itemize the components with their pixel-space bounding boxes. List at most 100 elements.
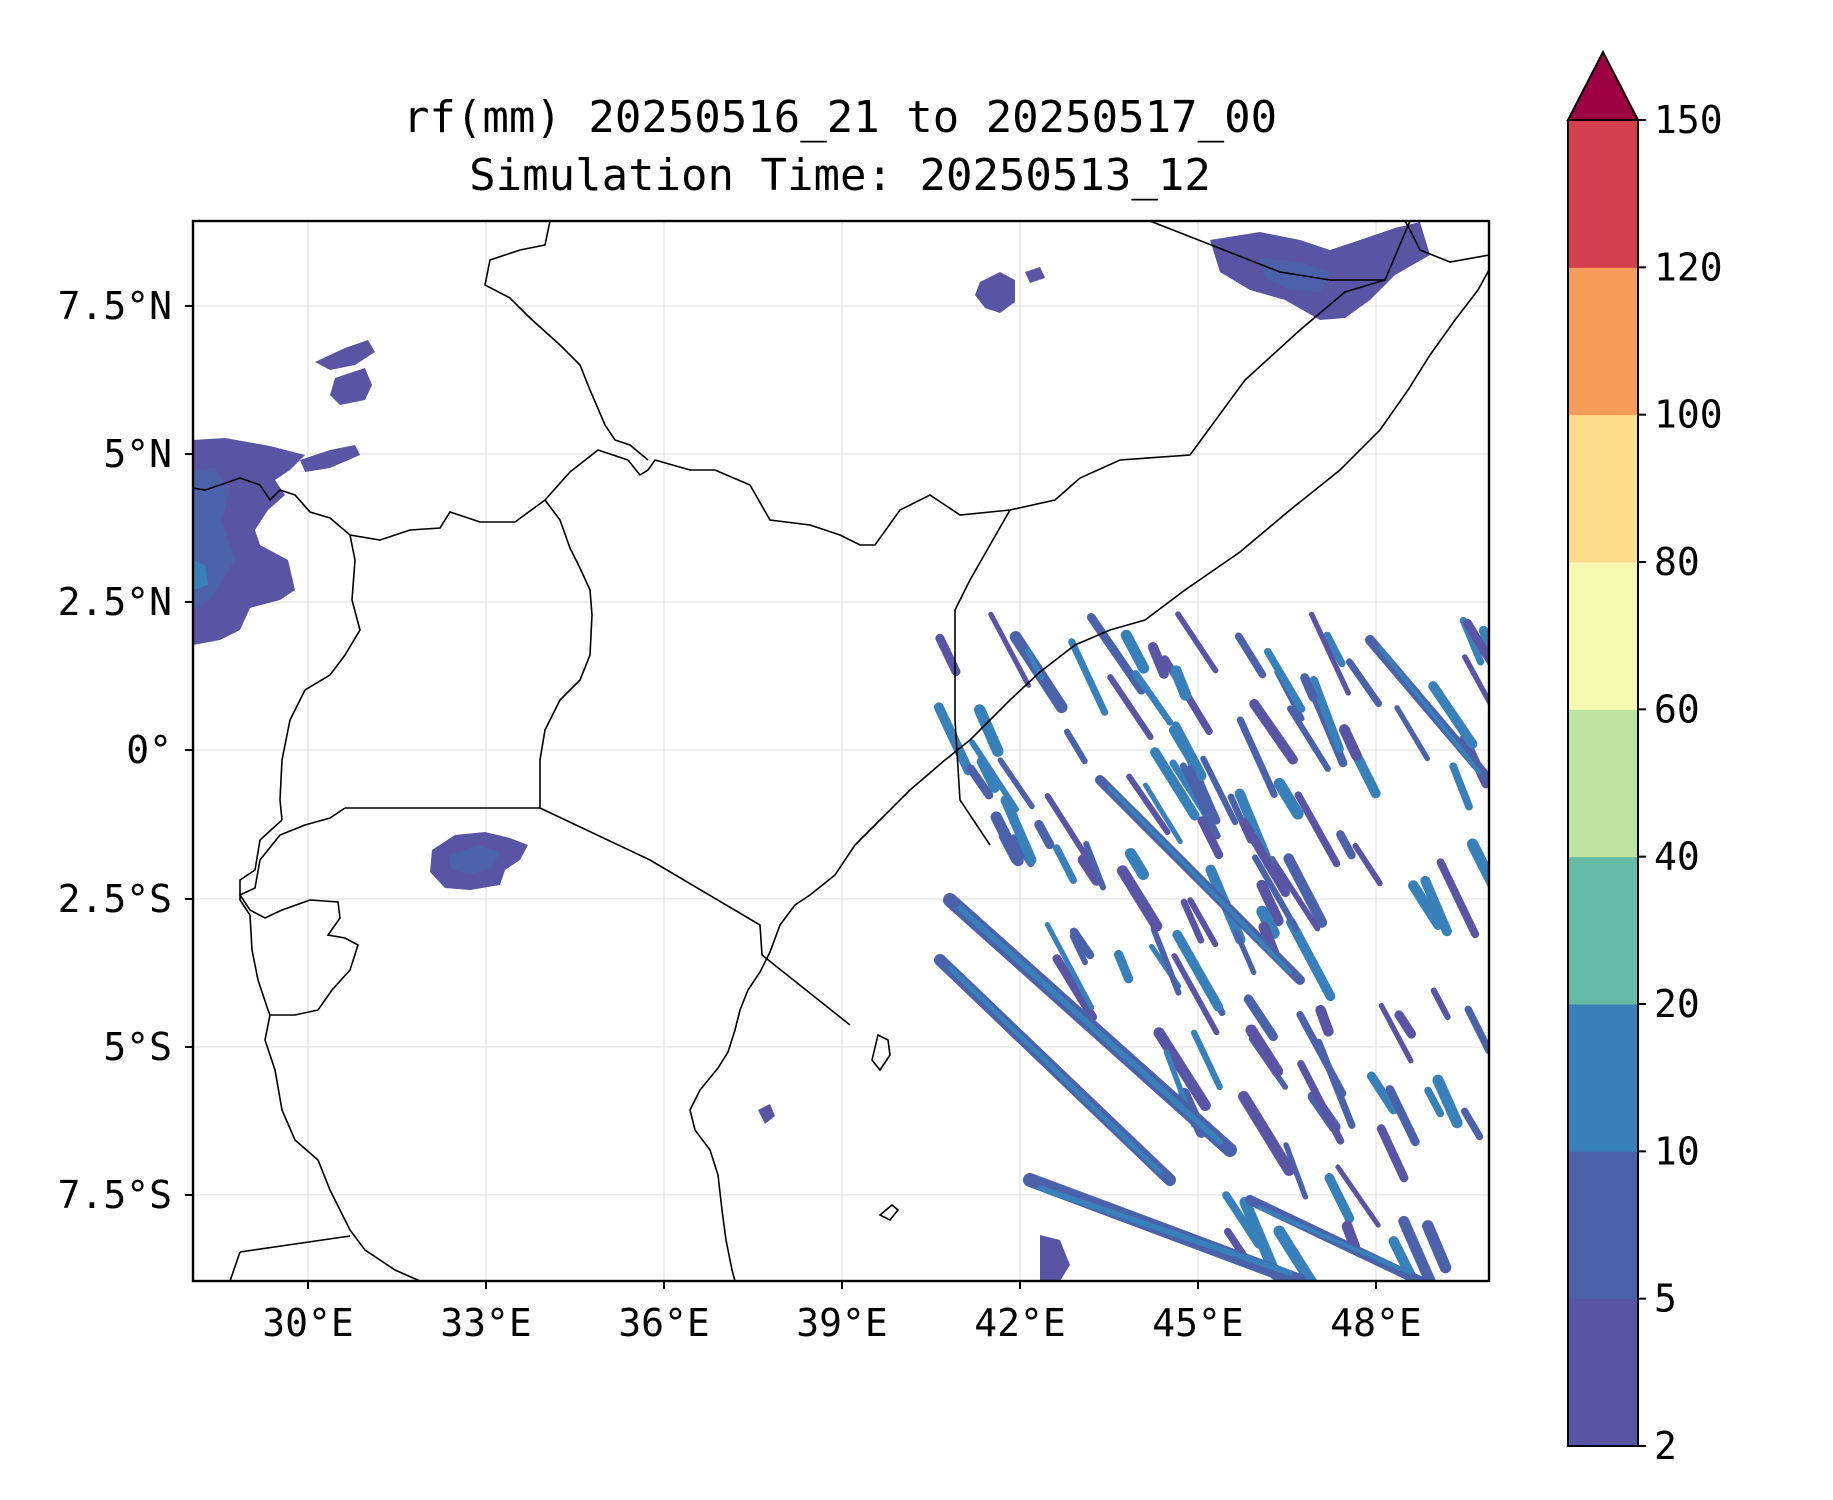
rain-streak	[1171, 953, 1220, 1036]
rain-streak	[1394, 1010, 1417, 1039]
rain-streak	[1222, 1191, 1263, 1249]
colorbar-segment	[1568, 856, 1638, 1005]
colorbar-tick-label: 5	[1654, 1277, 1677, 1321]
rainfall-field	[193, 222, 1489, 1281]
border-somalia-ethiopia-west	[1009, 279, 1386, 511]
rain-streak	[1350, 748, 1381, 799]
rain-streak	[1117, 865, 1163, 932]
rain-streak	[1132, 670, 1174, 726]
colorbar-segment	[1568, 120, 1638, 268]
rain-streak	[1430, 987, 1451, 1021]
rain-streak	[1236, 716, 1278, 798]
rain-streak	[1223, 1227, 1248, 1260]
rain-streak	[1180, 898, 1205, 944]
rain-patch-sudan-3	[300, 445, 360, 472]
rain-streak	[1462, 654, 1489, 732]
rain-patch-ethiopia	[975, 272, 1015, 313]
rain-streak	[1187, 897, 1219, 948]
colorbar-segment	[1568, 267, 1638, 416]
longitude-labels: 30°E 33°E 36°E 39°E 42°E 45°E 48°E	[262, 1281, 1422, 1345]
rain-streak	[1153, 1027, 1211, 1112]
rain-streak	[1233, 929, 1257, 976]
rain-streak	[1323, 631, 1346, 668]
rain-streak	[1352, 842, 1383, 887]
latitude-labels: 7.5°N 5°N 2.5°N 0° 2.5°S 5°S 7.5°S	[58, 284, 193, 1217]
border-tanzania-malawi	[229, 1251, 241, 1281]
rain-streak	[1398, 1215, 1444, 1281]
rain-streak	[1335, 1164, 1381, 1228]
lon-tick-label: 36°E	[618, 1301, 710, 1345]
rain-streak	[1190, 1029, 1223, 1091]
rain-streak	[1459, 616, 1485, 666]
rain-patch-tanzania	[758, 1104, 775, 1124]
lon-tick-label: 48°E	[1330, 1301, 1422, 1345]
border-uganda-kenya	[539, 499, 593, 808]
rain-streak	[1245, 1024, 1284, 1077]
rain-streak	[1170, 665, 1192, 701]
rain-streak	[1341, 1220, 1361, 1252]
rain-streak	[1044, 921, 1095, 1011]
pemba-island	[878, 1203, 900, 1222]
rain-streak	[1083, 841, 1107, 891]
colorbar-tick-label: 10	[1654, 1129, 1700, 1173]
rain-streak	[1120, 629, 1150, 674]
rain-patch-northwest-core	[193, 560, 208, 590]
colorbar-segment	[1568, 414, 1638, 563]
rain-streak	[969, 739, 1020, 813]
rain-streak	[1464, 1005, 1489, 1055]
lon-tick-label: 39°E	[796, 1301, 888, 1345]
rain-band-core	[1258, 1206, 1412, 1275]
rain-streak	[1249, 698, 1298, 765]
border-south-sudan-north	[484, 221, 649, 461]
rain-streak	[1172, 929, 1223, 1012]
colorbar-extend-arrow	[1566, 49, 1640, 121]
colorbar-segment	[1568, 1298, 1638, 1447]
rain-patch-sudan-1	[315, 340, 375, 370]
rain-patch-sudan-2	[330, 368, 372, 405]
rain-streak	[966, 764, 994, 800]
rain-streak	[1424, 1086, 1445, 1118]
rain-streak	[1200, 755, 1239, 826]
lat-tick-label: 5°N	[103, 432, 172, 476]
rain-streak	[976, 756, 1000, 793]
rain-streak	[1044, 793, 1094, 866]
rain-streak	[1315, 1004, 1334, 1037]
zanzibar-island	[871, 1033, 891, 1072]
colorbar-tick-label: 80	[1654, 540, 1700, 584]
rain-streak	[1273, 1225, 1321, 1281]
rain-streak	[1069, 927, 1095, 960]
rain-streak	[988, 611, 1032, 688]
rain-streak	[1126, 773, 1171, 836]
rain-streak	[1420, 875, 1452, 937]
rain-streak	[1143, 782, 1183, 845]
lat-tick-label: 2.5°S	[58, 877, 172, 921]
rain-streak	[1269, 855, 1321, 932]
rain-streak	[1243, 994, 1278, 1042]
border-drc-west	[239, 819, 283, 1016]
boundaries	[193, 221, 1489, 1281]
rain-streak	[1394, 705, 1431, 762]
ocean-rain-streaks	[933, 611, 1489, 1281]
rain-streak	[1034, 819, 1055, 850]
rain-streak	[1286, 917, 1336, 1002]
rain-streak	[935, 633, 961, 677]
rain-streak	[1345, 658, 1383, 707]
rain-streak	[1263, 647, 1306, 713]
colorbar-tick-label: 150	[1654, 98, 1723, 142]
rain-streak	[1239, 1196, 1282, 1281]
colorbar: 2 5 10 20 40 60 80 100 120 150	[1566, 49, 1723, 1468]
rain-streak	[1063, 728, 1088, 765]
colorbar-segment	[1568, 562, 1638, 710]
rain-patch-ethiopia-small	[1025, 267, 1045, 283]
rain-streak	[1256, 905, 1280, 940]
map-background	[193, 221, 1489, 1281]
rain-streak	[1283, 853, 1328, 928]
colorbar-segment	[1568, 709, 1638, 858]
rain-patch-lake-victoria-inner	[450, 845, 500, 875]
rain-patch-se-corner	[1040, 1235, 1070, 1281]
rain-streak	[1283, 1142, 1309, 1200]
colorbar-tick-label: 40	[1654, 835, 1700, 879]
rain-streak	[973, 704, 1004, 757]
colorbar-tick-label: 100	[1654, 393, 1723, 437]
rain-streak	[1297, 1060, 1345, 1145]
